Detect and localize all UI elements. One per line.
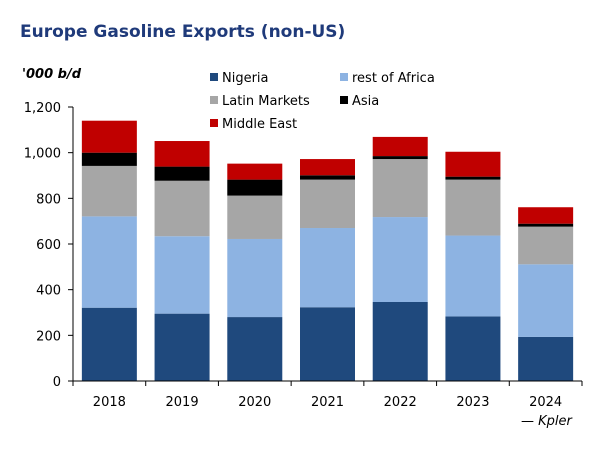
legend-swatch [210, 96, 218, 104]
y-tick-label: 0 [53, 375, 61, 390]
bar-nigeria-2018 [81, 307, 137, 381]
bar-rest-of-africa-2022 [372, 217, 428, 302]
bar-asia-2020 [227, 179, 283, 196]
x-tick-label: 2018 [93, 395, 126, 410]
source-label: — Kpler [521, 414, 572, 429]
bar-nigeria-2019 [154, 313, 210, 381]
chart-title: Europe Gasoline Exports (non-US) [20, 22, 346, 42]
bar-latin-markets-2019 [154, 180, 210, 237]
bar-nigeria-2020 [227, 317, 283, 381]
y-tick-label: 600 [36, 238, 61, 253]
bar-asia-2018 [81, 152, 137, 166]
bar-latin-markets-2022 [372, 159, 428, 218]
bar-middle-east-2024 [518, 207, 574, 224]
y-tick-label: 800 [36, 192, 61, 207]
bar-middle-east-2021 [300, 159, 355, 176]
x-tick-label: 2021 [311, 395, 344, 410]
bar-middle-east-2019 [154, 141, 210, 167]
x-tick-label: 2023 [456, 395, 489, 410]
y-tick-label: 1,000 [24, 147, 61, 162]
x-tick-label: 2022 [384, 395, 417, 410]
bar-latin-markets-2023 [445, 179, 501, 236]
legend-swatch [340, 73, 348, 81]
bar-asia-2024 [518, 223, 574, 227]
legend-label: Nigeria [222, 71, 269, 86]
bar-nigeria-2022 [372, 301, 428, 381]
legend-swatch [340, 96, 348, 104]
bar-rest-of-africa-2024 [518, 264, 574, 337]
bar-rest-of-africa-2019 [154, 236, 210, 314]
bar-latin-markets-2020 [227, 195, 283, 239]
bar-nigeria-2024 [518, 336, 574, 381]
legend-swatch [210, 73, 218, 81]
bar-nigeria-2021 [300, 307, 355, 381]
legend-swatch [210, 119, 218, 127]
bar-latin-markets-2018 [81, 165, 137, 217]
bar-middle-east-2018 [81, 120, 137, 153]
bar-middle-east-2023 [445, 151, 501, 177]
bar-rest-of-africa-2023 [445, 235, 501, 317]
y-tick-label: 400 [36, 284, 61, 299]
bar-rest-of-africa-2020 [227, 238, 283, 318]
bar-nigeria-2023 [445, 316, 501, 381]
bar-rest-of-africa-2018 [81, 216, 137, 308]
bar-rest-of-africa-2021 [300, 228, 355, 308]
x-tick-label: 2024 [529, 395, 562, 410]
bar-asia-2019 [154, 166, 210, 181]
y-tick-label: 1,200 [24, 101, 61, 116]
legend-label: Asia [352, 94, 379, 109]
bar-latin-markets-2024 [518, 226, 574, 265]
x-tick-label: 2020 [238, 395, 271, 410]
y-axis-label: '000 b/d [22, 67, 82, 82]
x-tick-label: 2019 [166, 395, 199, 410]
legend-label: Latin Markets [222, 94, 310, 109]
bar-middle-east-2020 [227, 163, 283, 180]
bar-latin-markets-2021 [300, 179, 355, 229]
bar-middle-east-2022 [372, 136, 428, 157]
legend-label: Middle East [222, 117, 297, 132]
y-tick-label: 200 [36, 329, 61, 344]
bar-asia-2022 [372, 156, 428, 160]
bar-asia-2021 [300, 175, 355, 180]
bar-asia-2023 [445, 176, 501, 180]
legend-label: rest of Africa [352, 71, 435, 86]
